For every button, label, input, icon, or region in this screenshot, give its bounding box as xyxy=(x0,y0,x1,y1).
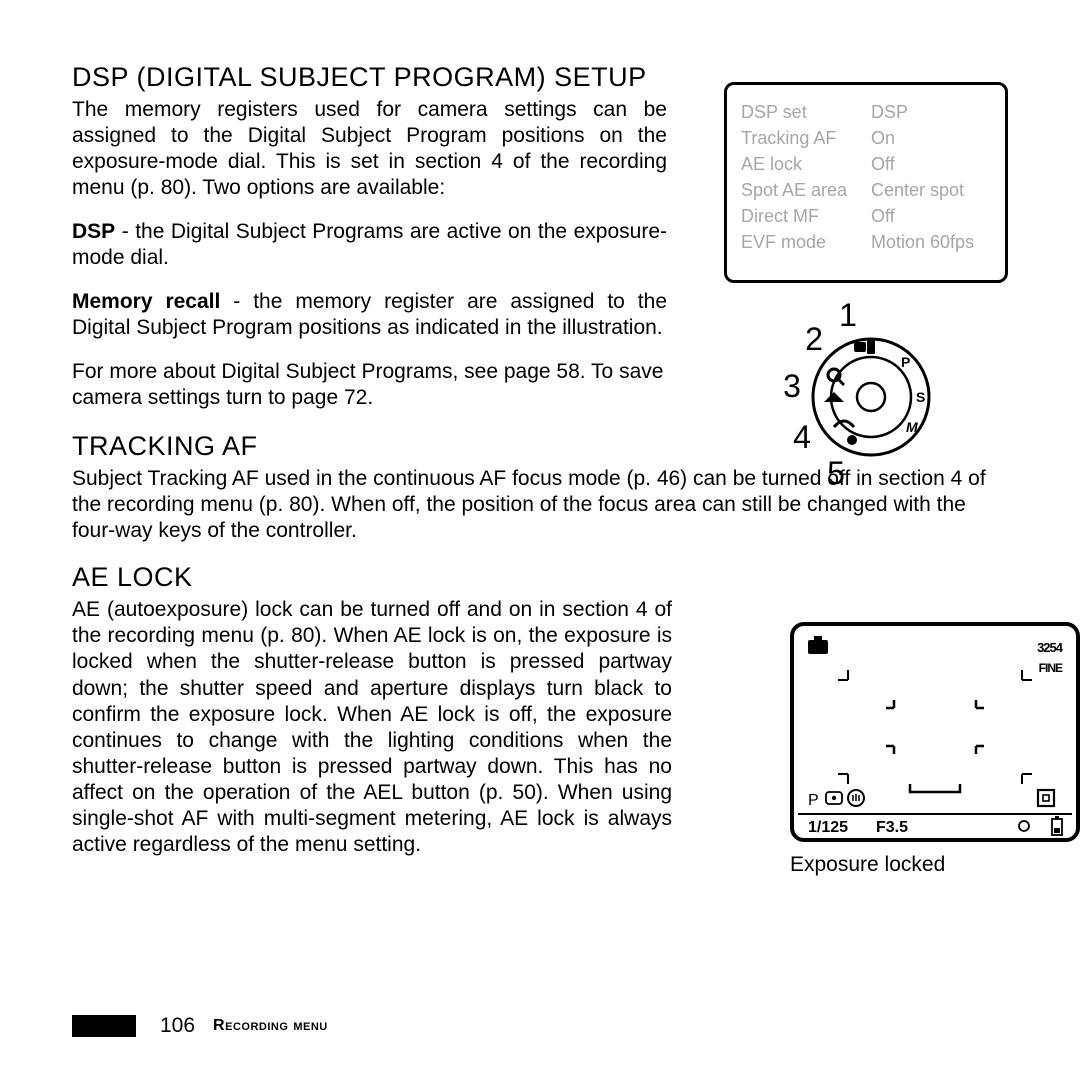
panel-val: Center spot xyxy=(871,177,991,203)
panel-row: Direct MFOff xyxy=(741,203,991,229)
aelock-p: AE (autoexposure) lock can be turned off… xyxy=(72,597,672,857)
focus-signal-icon xyxy=(1019,821,1029,831)
page-footer: 106 Recording menu xyxy=(72,1014,328,1038)
dsp-p3: Memory recall - the memory register are … xyxy=(72,289,667,341)
vf-quality: FINE xyxy=(1039,661,1063,675)
panel-key: AE lock xyxy=(741,151,871,177)
footer-tab xyxy=(72,1015,136,1037)
dial-num-4: 4 xyxy=(793,419,811,455)
spot-icon xyxy=(1038,790,1054,806)
dial-letter: S xyxy=(916,389,925,405)
dsp-p2-bold: DSP xyxy=(72,220,115,243)
vf-shutter: 1/125 xyxy=(808,819,848,836)
panel-row: EVF modeMotion 60fps xyxy=(741,229,991,255)
dial-num-2: 2 xyxy=(805,321,823,357)
vf-aperture: F3.5 xyxy=(876,819,908,836)
panel-val: On xyxy=(871,125,991,151)
mode-dial-figure: 1 2 3 4 5 xyxy=(756,302,946,492)
dial-num-1: 1 xyxy=(839,302,857,333)
panel-key: DSP set xyxy=(741,99,871,125)
panel-row: Spot AE areaCenter spot xyxy=(741,177,991,203)
panel-val: DSP xyxy=(871,99,991,125)
panel-val: Motion 60fps xyxy=(871,229,991,255)
panel-row: AE lockOff xyxy=(741,151,991,177)
dsp-p4: For more about Digital Subject Programs,… xyxy=(72,359,667,411)
vf-mode: P xyxy=(808,792,819,809)
dsp-p2: DSP - the Digital Subject Programs are a… xyxy=(72,219,667,271)
panel-key: Tracking AF xyxy=(741,125,871,151)
dsp-heading: DSP (DIGITAL SUBJECT PROGRAM) SETUP xyxy=(72,62,667,93)
panel-key: Spot AE area xyxy=(741,177,871,203)
panel-val: Off xyxy=(871,203,991,229)
panel-key: EVF mode xyxy=(741,229,871,255)
panel-val: Off xyxy=(871,151,991,177)
camera-icon xyxy=(808,636,828,654)
dial-letter: M xyxy=(906,419,918,435)
shake-icon xyxy=(848,790,864,806)
dial-num-3: 3 xyxy=(783,368,801,404)
dsp-p1: The memory registers used for camera set… xyxy=(72,97,667,201)
dial-num-5: 5 xyxy=(827,455,845,491)
vf-counter: 3254 xyxy=(1037,640,1064,655)
panel-row: DSP setDSP xyxy=(741,99,991,125)
dsp-p2-rest: - the Digital Subject Programs are activ… xyxy=(72,220,667,269)
menu-panel: DSP setDSP Tracking AFOn AE lockOff Spot… xyxy=(724,82,1008,283)
dsp-p3-bold: Memory recall xyxy=(72,290,220,313)
page-number: 106 xyxy=(160,1014,195,1038)
viewfinder-figure: 3254 FINE P xyxy=(790,622,1080,877)
dial-letter: P xyxy=(901,354,910,370)
panel-row: Tracking AFOn xyxy=(741,125,991,151)
footer-label: Recording menu xyxy=(213,1017,328,1035)
battery-icon xyxy=(1052,816,1062,835)
metering-icon xyxy=(826,792,842,804)
panel-key: Direct MF xyxy=(741,203,871,229)
aelock-heading: AE LOCK xyxy=(72,562,1008,593)
vf-caption: Exposure locked xyxy=(790,853,1080,877)
